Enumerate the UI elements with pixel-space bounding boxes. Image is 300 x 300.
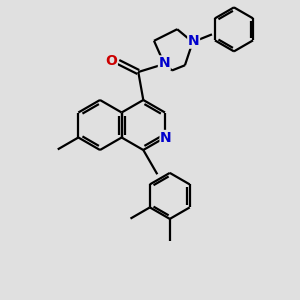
Text: N: N — [160, 130, 172, 145]
Text: O: O — [105, 54, 117, 68]
Text: N: N — [158, 56, 170, 70]
Text: N: N — [188, 34, 200, 48]
